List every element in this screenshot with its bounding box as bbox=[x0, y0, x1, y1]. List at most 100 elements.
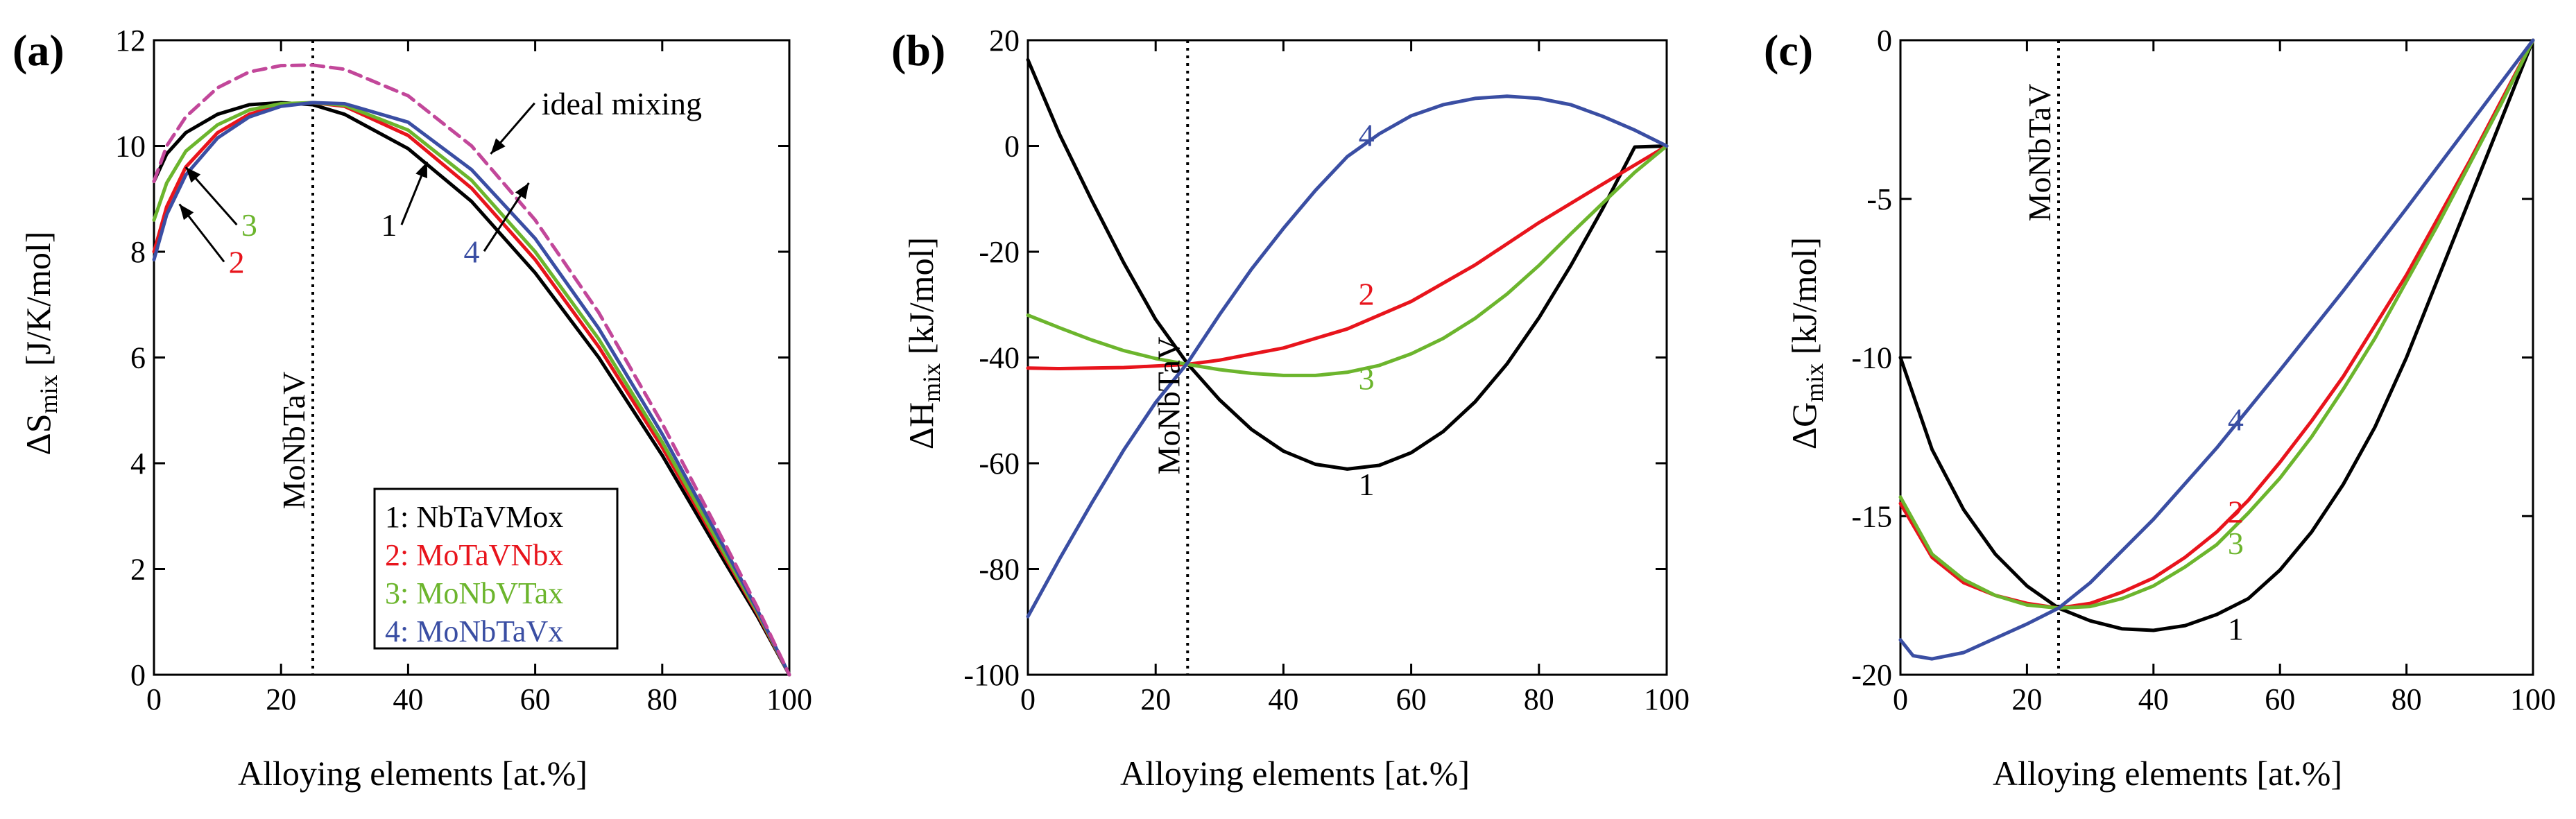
annotation-label-a: 4 bbox=[464, 234, 480, 269]
y-tick-label-b: 20 bbox=[989, 24, 1020, 58]
legend-entry-1: 1: NbTaVMox bbox=[385, 500, 563, 534]
plot-frame-b bbox=[1027, 39, 1668, 676]
x-axis-title-b: Alloying elements [at.%] bbox=[1120, 754, 1470, 793]
reference-line-label-b: MoNbTaV bbox=[1151, 337, 1186, 475]
y-axis-title-b: ΔHmix [kJ/mol] bbox=[902, 237, 945, 449]
reference-line-label-c: MoNbTaV bbox=[2022, 84, 2057, 222]
y-axis-title-main-b: ΔH bbox=[902, 402, 941, 449]
svg-text:ΔGmix [kJ/mol]: ΔGmix [kJ/mol] bbox=[1785, 237, 1828, 449]
y-tick-label-a: 2 bbox=[130, 553, 146, 587]
x-tick-label-b: 80 bbox=[1524, 682, 1554, 716]
annotation-label-a: 3 bbox=[241, 207, 257, 243]
y-axis-title-main-c: ΔG bbox=[1785, 402, 1823, 449]
legend-entry-4: 4: MoNbTaVx bbox=[385, 614, 563, 648]
x-tick-label-a: 100 bbox=[766, 682, 812, 716]
annotation-arrowhead-a bbox=[185, 167, 201, 183]
y-tick-label-a: 12 bbox=[115, 24, 146, 58]
series-line-b-3 bbox=[1026, 144, 1669, 377]
annotation-label-c: 4 bbox=[2228, 402, 2244, 438]
annotation-arrowhead-a bbox=[515, 182, 529, 200]
panel-b: (b) ΔHmix [kJ/mol] Alloying elements [at… bbox=[891, 24, 1690, 793]
x-tick-label-c: 60 bbox=[2265, 682, 2295, 716]
y-tick-label-a: 6 bbox=[130, 341, 146, 375]
legend: 1: NbTaVMox 2: MoTaVNbx 3: MoNbVTax 4: M… bbox=[373, 488, 619, 650]
svg-text:ΔHmix [kJ/mol]: ΔHmix [kJ/mol] bbox=[902, 237, 945, 449]
panel-c: (c) ΔGmix [kJ/mol] Alloying elements [at… bbox=[1764, 24, 2556, 793]
panel-a: (a) ΔSmix [J/K/mol] Alloying elements [a… bbox=[12, 24, 812, 793]
panel-label-a: (a) bbox=[12, 26, 65, 75]
x-axis-title-a: Alloying elements [at.%] bbox=[238, 754, 587, 793]
x-tick-label-b: 40 bbox=[1268, 682, 1298, 716]
x-tick-label-b: 0 bbox=[1020, 682, 1036, 716]
annotation-label-b: 2 bbox=[1359, 276, 1375, 311]
y-axis-title-units-a: [J/K/mol] bbox=[19, 232, 58, 375]
y-axis-title-c: ΔGmix [kJ/mol] bbox=[1785, 237, 1828, 449]
series-line-c-2 bbox=[1898, 38, 2535, 610]
y-tick-label-c: -15 bbox=[1851, 499, 1892, 533]
panel-label-c: (c) bbox=[1764, 26, 1813, 75]
x-tick-label-a: 0 bbox=[146, 682, 162, 716]
annotation-label-a: 1 bbox=[381, 207, 397, 243]
y-axis-title-main-a: ΔS bbox=[19, 413, 58, 455]
y-tick-label-c: 0 bbox=[1877, 24, 1892, 58]
y-tick-label-a: 0 bbox=[130, 658, 146, 692]
y-tick-label-b: -100 bbox=[963, 658, 1020, 692]
y-tick-label-b: 0 bbox=[1004, 130, 1020, 164]
y-tick-label-b: -20 bbox=[979, 235, 1020, 269]
x-axis-title-c: Alloying elements [at.%] bbox=[1993, 754, 2342, 793]
x-tick-label-a: 60 bbox=[520, 682, 551, 716]
x-tick-label-b: 60 bbox=[1396, 682, 1427, 716]
legend-box bbox=[373, 488, 619, 650]
annotation-arrowhead-a bbox=[415, 162, 427, 179]
series-line-b-4 bbox=[1026, 94, 1669, 619]
annotation-label-b: 4 bbox=[1359, 118, 1375, 153]
y-tick-label-a: 4 bbox=[130, 447, 146, 481]
x-tick-label-c: 0 bbox=[1893, 682, 1908, 716]
x-tick-label-c: 20 bbox=[2011, 682, 2042, 716]
y-tick-label-a: 8 bbox=[130, 235, 146, 269]
panel-label-b: (b) bbox=[891, 26, 945, 75]
plot-frame-a bbox=[153, 39, 791, 676]
y-tick-label-c: -5 bbox=[1866, 182, 1892, 216]
annotation-label-b: 1 bbox=[1359, 467, 1375, 502]
x-tick-label-a: 40 bbox=[393, 682, 423, 716]
y-tick-label-b: -80 bbox=[979, 553, 1020, 587]
annotation-label-c: 2 bbox=[2228, 494, 2244, 529]
y-axis-title-sub-a: mix bbox=[35, 374, 62, 413]
y-tick-label-c: -20 bbox=[1851, 658, 1892, 692]
x-tick-label-b: 20 bbox=[1140, 682, 1171, 716]
series-line-a-3 bbox=[152, 101, 791, 677]
x-tick-label-c: 80 bbox=[2392, 682, 2422, 716]
y-axis-title-units-b: [kJ/mol] bbox=[902, 237, 941, 363]
y-axis-title-sub-c: mix bbox=[1801, 363, 1828, 402]
x-tick-label-c: 40 bbox=[2138, 682, 2169, 716]
series-line-a-ideal bbox=[152, 63, 791, 677]
series-line-b-2 bbox=[1026, 144, 1669, 370]
y-axis-title-sub-b: mix bbox=[918, 363, 945, 402]
series-line-c-4 bbox=[1898, 38, 2535, 661]
x-tick-label-b: 100 bbox=[1644, 682, 1690, 716]
annotation-label-a: ideal mixing bbox=[542, 86, 702, 121]
svg-text:ΔSmix [J/K/mol]: ΔSmix [J/K/mol] bbox=[19, 232, 62, 456]
legend-entry-2: 2: MoTaVNbx bbox=[385, 538, 563, 572]
annotation-label-a: 2 bbox=[229, 245, 245, 280]
y-axis-title-a: ΔSmix [J/K/mol] bbox=[19, 232, 62, 456]
y-axis-title-units-c: [kJ/mol] bbox=[1785, 237, 1823, 363]
series-line-c-1 bbox=[1898, 38, 2535, 632]
y-tick-label-b: -60 bbox=[979, 447, 1020, 481]
series-line-a-2 bbox=[152, 101, 791, 677]
y-tick-label-b: -40 bbox=[979, 341, 1020, 375]
plot-frame-c bbox=[1899, 39, 2534, 676]
series-line-a-4 bbox=[152, 101, 791, 677]
series-line-b-1 bbox=[1026, 58, 1669, 471]
annotation-label-b: 3 bbox=[1359, 361, 1375, 396]
y-tick-label-a: 10 bbox=[115, 130, 146, 164]
annotation-label-c: 3 bbox=[2228, 526, 2244, 561]
series-line-c-3 bbox=[1898, 38, 2535, 610]
x-tick-label-c: 100 bbox=[2510, 682, 2556, 716]
x-tick-label-a: 80 bbox=[647, 682, 678, 716]
y-tick-label-c: -10 bbox=[1851, 341, 1892, 375]
reference-line-label-a: MoNbTaV bbox=[276, 372, 311, 510]
annotation-arrowhead-a bbox=[179, 204, 194, 221]
